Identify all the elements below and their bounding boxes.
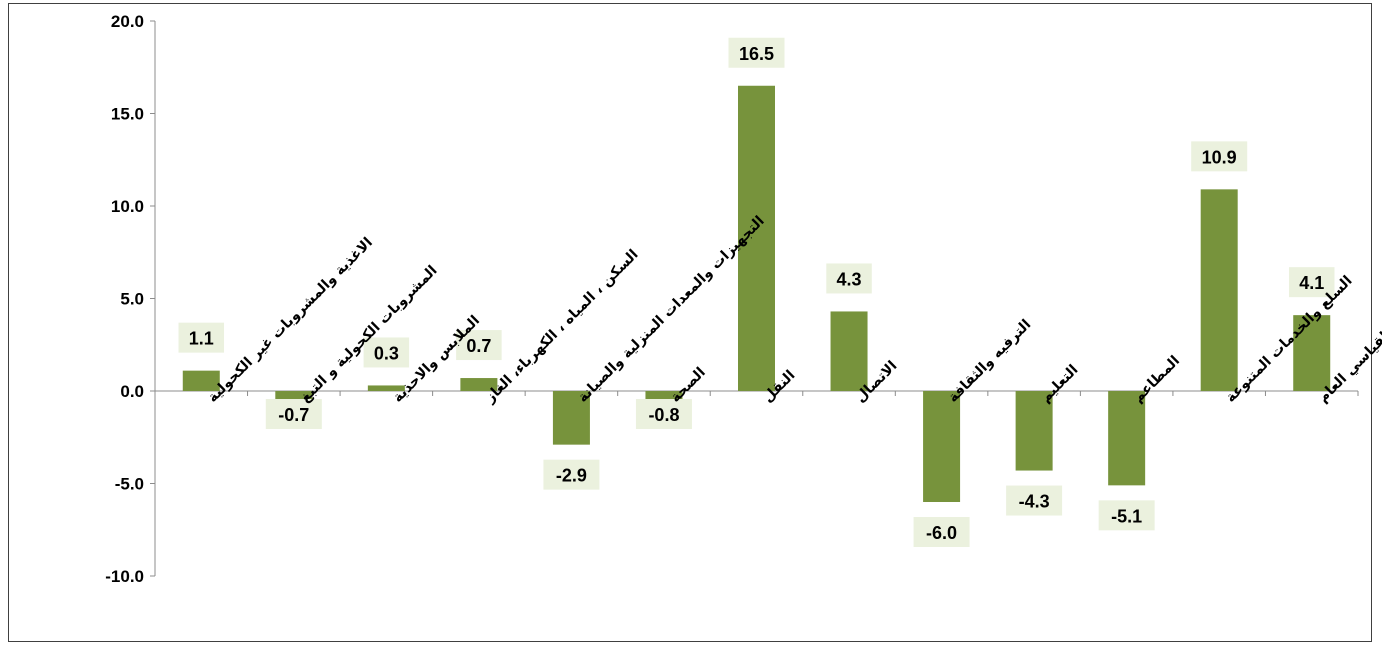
data-label-background xyxy=(1006,485,1063,516)
data-label: 4.3 xyxy=(837,269,862,289)
data-label: 4.1 xyxy=(1299,273,1324,293)
chart-frame xyxy=(8,3,1372,642)
y-tick-label: -5.0 xyxy=(115,475,144,494)
y-tick-label: 0.0 xyxy=(120,382,144,401)
y-tick-label: 20.0 xyxy=(111,12,144,31)
data-label-background xyxy=(1288,267,1335,298)
data-label-background xyxy=(456,330,502,361)
data-label-background xyxy=(826,263,872,294)
bar xyxy=(923,391,961,502)
data-label-background xyxy=(543,459,600,490)
bar xyxy=(1293,315,1331,391)
bar xyxy=(1108,391,1146,486)
bar xyxy=(738,85,775,391)
y-tick-label: 15.0 xyxy=(111,105,144,124)
bar xyxy=(1015,391,1053,471)
bar xyxy=(552,391,590,445)
category-label: التعليم xyxy=(1038,362,1082,406)
data-label: -6.0 xyxy=(926,523,957,543)
data-label-background xyxy=(635,399,692,429)
bar xyxy=(367,385,405,391)
data-label: 10.9 xyxy=(1202,147,1237,167)
category-label: السكن ، المياه ، الكهرباء، الغاز xyxy=(482,247,642,407)
data-label: -5.1 xyxy=(1111,506,1142,526)
data-label: -0.8 xyxy=(648,405,679,425)
bar xyxy=(830,311,868,391)
y-tick-label: 10.0 xyxy=(111,197,144,216)
y-tick-label: 5.0 xyxy=(120,290,144,309)
bar xyxy=(460,378,498,391)
bar xyxy=(1200,189,1238,391)
data-label-background xyxy=(728,37,785,68)
y-tick-label: -10.0 xyxy=(105,567,144,586)
data-label: 0.3 xyxy=(374,343,399,363)
data-label: 16.5 xyxy=(739,44,774,64)
data-label: -0.7 xyxy=(278,405,309,425)
data-label-background xyxy=(913,517,970,547)
data-label-background xyxy=(265,399,322,429)
data-label: -2.9 xyxy=(556,466,587,486)
data-label-background xyxy=(1098,500,1155,531)
data-label-background xyxy=(363,337,410,368)
category-label: المطاعم xyxy=(1130,353,1183,406)
data-label-background xyxy=(178,322,225,353)
data-label-background xyxy=(1191,141,1248,172)
data-label: 0.7 xyxy=(466,336,491,356)
category-label: الاغذية والمشروبات غير الكحولية xyxy=(205,235,376,406)
bar xyxy=(182,370,220,391)
data-label: -4.3 xyxy=(1019,492,1050,512)
data-label: 1.1 xyxy=(189,329,214,349)
